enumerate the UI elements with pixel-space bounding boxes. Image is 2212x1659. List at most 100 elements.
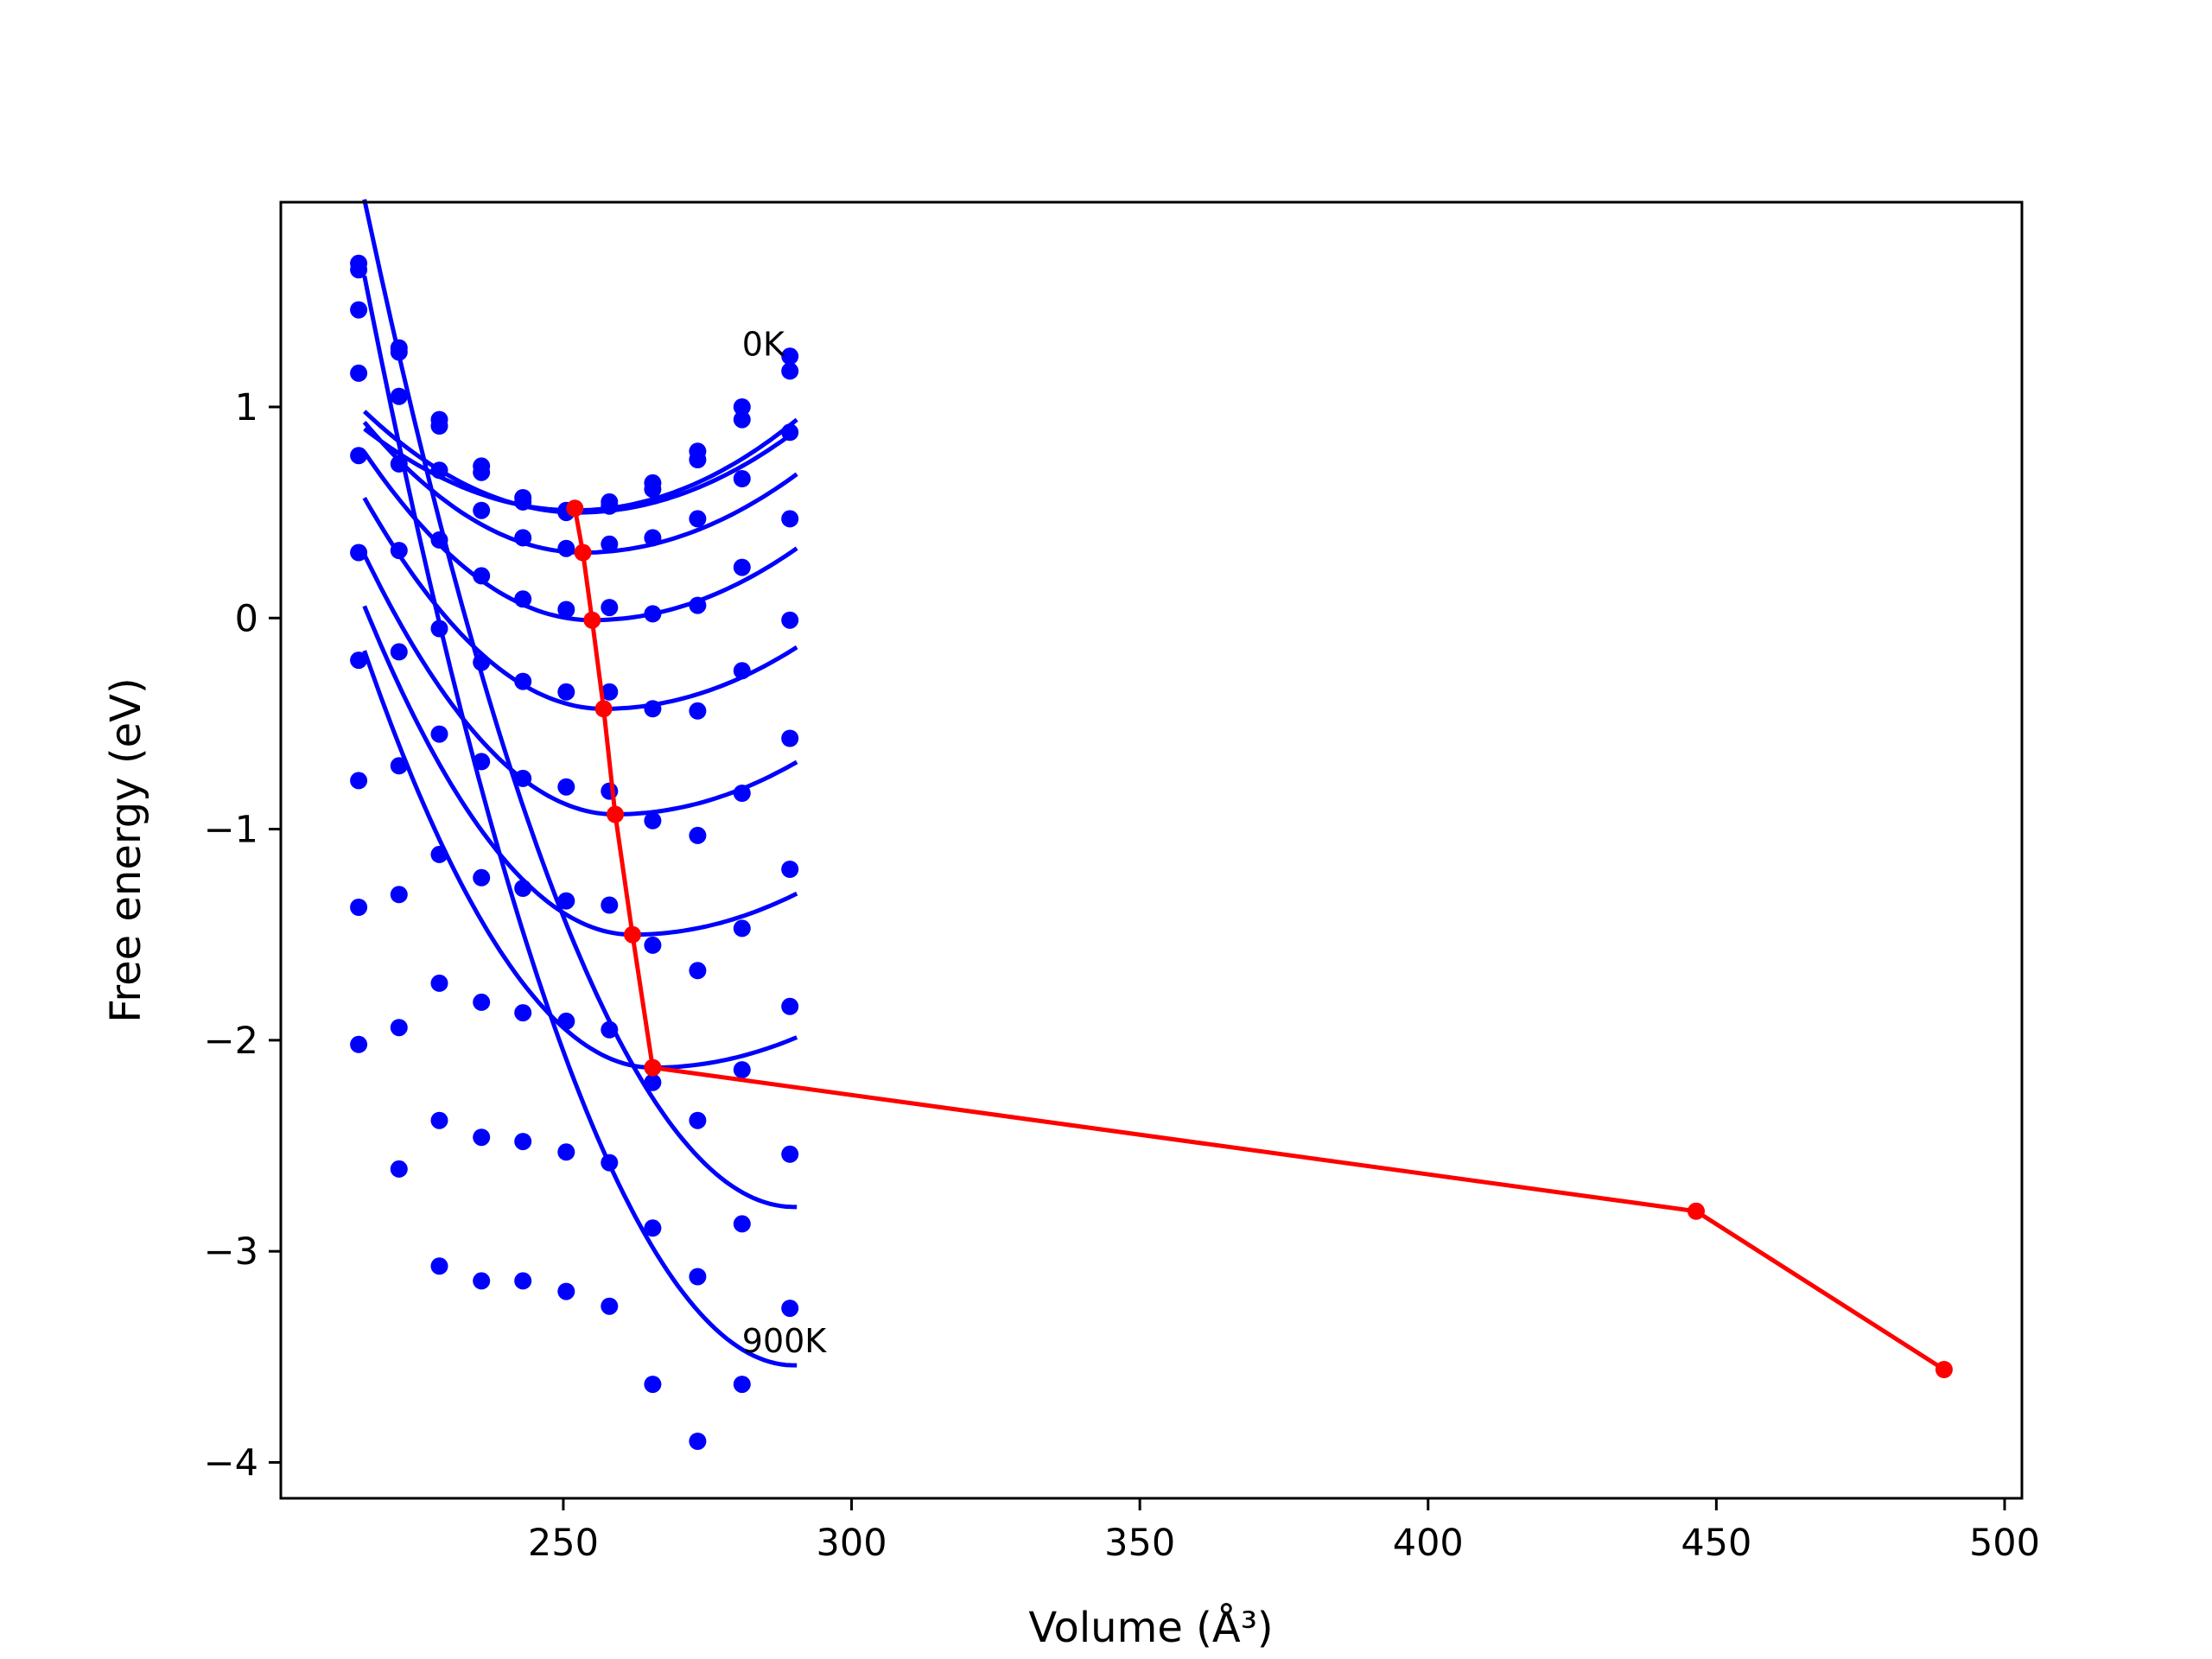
data-point-1-10 xyxy=(781,362,799,380)
data-point-1-2 xyxy=(430,417,448,435)
x-tick-label-0: 250 xyxy=(528,1522,599,1565)
x-tick-label-3: 400 xyxy=(1393,1522,1464,1565)
data-point-6-6 xyxy=(601,896,619,914)
data-point-7-8 xyxy=(689,1111,707,1129)
data-point-4-6 xyxy=(601,683,619,701)
data-point-6-4 xyxy=(514,880,532,897)
data-point-2-6 xyxy=(601,535,619,553)
x-tick-label-4: 450 xyxy=(1681,1522,1751,1565)
fit-curve-7 xyxy=(362,650,798,1071)
data-point-6-3 xyxy=(473,868,491,887)
data-point-4-0 xyxy=(350,447,368,465)
fit-curves xyxy=(362,199,798,1368)
data-point-7-2 xyxy=(430,974,448,992)
minimum-point-4 xyxy=(607,805,624,823)
data-point-5-0 xyxy=(350,543,368,562)
x-tick-label-2: 350 xyxy=(1104,1522,1175,1565)
data-point-9-8 xyxy=(689,1433,707,1450)
data-point-8-4 xyxy=(514,1133,532,1151)
data-point-1-8 xyxy=(689,451,707,468)
data-point-3-10 xyxy=(781,510,799,528)
data-point-1-0 xyxy=(350,261,368,279)
data-point-3-0 xyxy=(350,364,368,382)
data-point-6-9 xyxy=(733,919,751,938)
data-point-1-4 xyxy=(514,493,532,511)
data-point-5-8 xyxy=(689,826,707,844)
data-point-4-7 xyxy=(644,700,662,718)
data-point-4-2 xyxy=(430,620,448,638)
data-point-1-3 xyxy=(473,463,491,481)
data-point-0-10 xyxy=(781,347,799,365)
data-point-2-1 xyxy=(390,387,408,405)
y-axis-label: Free energy (eV) xyxy=(102,677,150,1022)
data-point-4-8 xyxy=(689,702,707,720)
data-point-9-0 xyxy=(350,1035,368,1053)
data-point-6-1 xyxy=(390,757,408,775)
fit-curve-9 xyxy=(362,275,798,1368)
data-point-3-5 xyxy=(557,601,575,619)
data-point-5-2 xyxy=(430,725,448,743)
data-point-8-1 xyxy=(390,1019,408,1037)
data-points xyxy=(350,254,799,1450)
data-point-5-10 xyxy=(781,729,799,747)
x-tick-label-1: 300 xyxy=(817,1522,887,1565)
data-point-4-1 xyxy=(390,542,408,560)
data-point-6-5 xyxy=(557,892,575,910)
y-tick-label-3: −2 xyxy=(204,1020,258,1063)
fit-curve-8 xyxy=(362,199,798,1210)
data-point-6-0 xyxy=(350,652,368,670)
data-point-4-10 xyxy=(781,611,799,629)
data-point-8-5 xyxy=(557,1143,575,1161)
minimum-point-8 xyxy=(1935,1361,1953,1378)
data-point-7-0 xyxy=(350,772,368,790)
y-tick-label-5: −4 xyxy=(204,1441,258,1484)
data-point-9-1 xyxy=(390,1160,408,1178)
data-point-5-4 xyxy=(514,769,532,787)
data-point-2-2 xyxy=(430,461,448,480)
x-axis-label: Volume (Å³) xyxy=(1028,1603,1273,1652)
data-point-8-7 xyxy=(644,1219,662,1237)
minimum-point-5 xyxy=(624,925,641,944)
data-point-7-10 xyxy=(781,997,799,1015)
data-point-5-3 xyxy=(473,753,491,771)
data-point-3-3 xyxy=(473,567,491,585)
data-point-9-10 xyxy=(781,1300,799,1318)
data-point-6-2 xyxy=(430,845,448,863)
data-point-8-2 xyxy=(430,1111,448,1129)
data-point-1-9 xyxy=(733,410,751,429)
data-point-8-9 xyxy=(733,1215,751,1233)
data-point-2-0 xyxy=(350,301,368,319)
y-tick-label-2: −1 xyxy=(204,809,258,852)
y-tick-label-1: 0 xyxy=(235,597,258,640)
data-point-9-9 xyxy=(733,1376,751,1394)
data-point-4-3 xyxy=(473,653,491,671)
data-point-3-2 xyxy=(430,531,448,549)
data-point-3-7 xyxy=(644,605,662,623)
data-point-5-9 xyxy=(733,785,751,802)
data-point-1-7 xyxy=(644,480,662,499)
data-point-6-8 xyxy=(689,962,707,980)
data-point-8-3 xyxy=(473,1128,491,1147)
annotation-900k: 900K xyxy=(742,1322,828,1360)
data-point-7-6 xyxy=(601,1020,619,1039)
data-point-8-0 xyxy=(350,899,368,916)
minimum-point-6 xyxy=(644,1058,662,1077)
data-point-4-5 xyxy=(557,683,575,701)
data-point-1-1 xyxy=(390,343,408,361)
data-point-5-5 xyxy=(557,778,575,796)
data-point-7-1 xyxy=(390,886,408,904)
fit-curve-5 xyxy=(362,553,798,817)
data-point-7-7 xyxy=(644,1073,662,1091)
data-point-7-3 xyxy=(473,993,491,1011)
minimum-point-0 xyxy=(566,499,584,518)
data-point-1-6 xyxy=(601,497,619,515)
data-point-9-2 xyxy=(430,1257,448,1275)
minimum-point-2 xyxy=(583,611,601,629)
data-point-7-4 xyxy=(514,1004,532,1022)
minimum-point-3 xyxy=(594,700,613,718)
data-point-9-7 xyxy=(644,1376,662,1394)
y-tick-label-0: 1 xyxy=(235,386,258,429)
data-point-2-4 xyxy=(514,529,532,547)
